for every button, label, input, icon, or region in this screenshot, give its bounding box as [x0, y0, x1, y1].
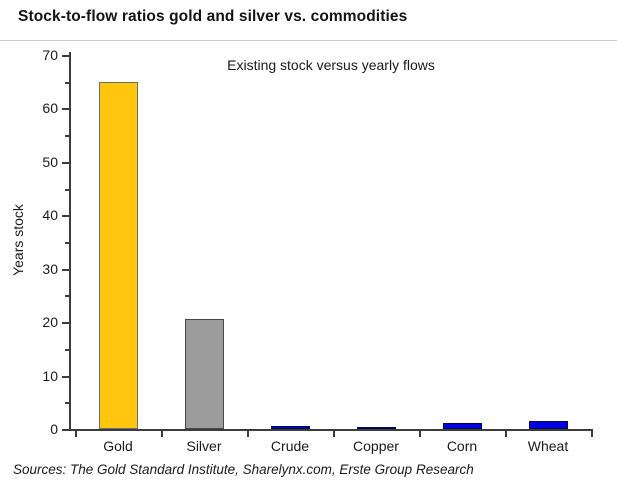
y-axis-minor-tick: [65, 402, 69, 405]
bar-wheat: [528, 420, 568, 429]
x-axis-category-label: Silver: [186, 438, 222, 454]
source-note: Sources: The Gold Standard Institute, Sh…: [13, 462, 474, 477]
y-axis-major-tick: [62, 215, 69, 218]
x-axis-category-label: Corn: [446, 438, 478, 454]
y-axis-major-tick: [62, 322, 69, 325]
x-axis-tick: [591, 431, 593, 437]
bar-copper: [356, 427, 396, 429]
y-axis-line: [69, 52, 71, 431]
y-axis-major-tick: [62, 268, 69, 271]
y-axis-tick-label: 0: [50, 421, 58, 437]
chart-subtitle: Existing stock versus yearly flows: [227, 57, 435, 73]
y-axis-tick-label: 70: [42, 47, 58, 63]
y-axis-minor-tick: [65, 242, 69, 244]
x-axis-tick: [247, 431, 249, 437]
bar-corn: [442, 422, 482, 429]
y-axis-minor-tick: [65, 348, 69, 351]
title-divider: [0, 40, 617, 41]
y-axis-minor-tick: [65, 81, 69, 84]
chart-title: Stock-to-flow ratios gold and silver vs.…: [18, 8, 408, 25]
x-axis-tick: [419, 431, 421, 437]
y-axis-minor-tick: [65, 188, 69, 191]
x-axis-tick: [75, 431, 77, 437]
x-axis-category-label: Crude: [270, 438, 310, 454]
bar-silver: [184, 319, 224, 429]
x-axis-category-label: Gold: [103, 438, 133, 454]
y-axis-tick-label: 20: [42, 314, 58, 331]
x-axis-tick: [333, 431, 335, 437]
x-axis-tick: [505, 431, 507, 437]
y-axis-tick-label: 10: [42, 367, 58, 384]
bar-crude: [270, 426, 310, 429]
bar-gold: [98, 81, 138, 429]
y-axis-major-tick: [62, 108, 69, 111]
y-axis-tick-label: 30: [42, 260, 58, 277]
y-axis-major-tick: [62, 429, 69, 431]
x-axis-category-label: Copper: [353, 438, 399, 454]
y-axis-tick-label: 50: [42, 153, 58, 170]
x-axis-tick: [161, 431, 163, 437]
y-axis-major-tick: [62, 55, 69, 57]
y-axis-major-tick: [62, 375, 69, 378]
x-axis-category-label: Wheat: [527, 438, 569, 454]
y-axis-minor-tick: [65, 295, 69, 298]
y-axis-tick-label: 40: [42, 207, 58, 224]
y-axis-major-tick: [62, 161, 69, 164]
y-axis-tick-label: 60: [42, 100, 58, 117]
x-axis-line: [68, 429, 593, 431]
y-axis-minor-tick: [65, 135, 69, 138]
